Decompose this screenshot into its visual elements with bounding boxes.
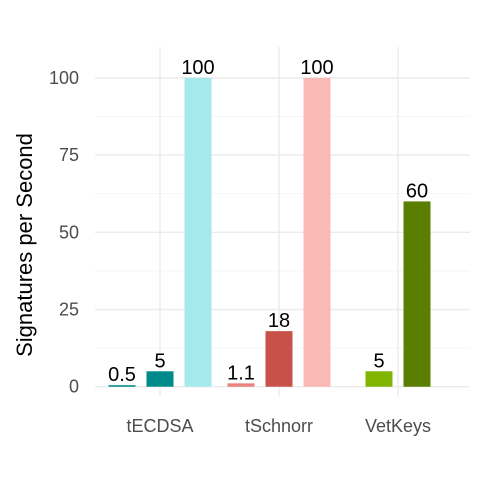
x-tick-label: tECDSA <box>126 416 193 436</box>
bar <box>403 201 431 387</box>
bar-value-label: 5 <box>373 350 384 372</box>
y-tick-label: 100 <box>49 68 79 88</box>
bar-value-label: 5 <box>154 350 165 372</box>
y-tick-label: 50 <box>59 222 79 242</box>
bar <box>184 77 212 387</box>
axes: 0 25 50 75 100 tECDSA tSchnorr VetKeys <box>49 68 431 436</box>
x-tick-label: tSchnorr <box>245 416 313 436</box>
bar-value-label: 0.5 <box>108 364 136 386</box>
bar <box>365 371 393 387</box>
bar <box>108 385 136 387</box>
bar <box>265 331 293 387</box>
bar-labels: 0.5 5 100 1.1 18 100 5 60 <box>108 57 428 386</box>
bar-value-label: 100 <box>300 57 333 79</box>
bar-value-label: 100 <box>181 57 214 79</box>
y-tick-label: 75 <box>59 145 79 165</box>
bar <box>303 77 331 387</box>
y-tick-label: 25 <box>59 300 79 320</box>
bar <box>227 383 255 387</box>
y-tick-label: 0 <box>69 377 79 397</box>
bar-value-label: 1.1 <box>227 362 255 384</box>
y-axis-title: Signatures per Second <box>12 133 37 357</box>
x-tick-label: VetKeys <box>365 416 431 436</box>
bars <box>108 77 431 387</box>
bar <box>146 371 174 387</box>
bar-value-label: 60 <box>406 180 428 202</box>
bar-value-label: 18 <box>268 310 290 332</box>
